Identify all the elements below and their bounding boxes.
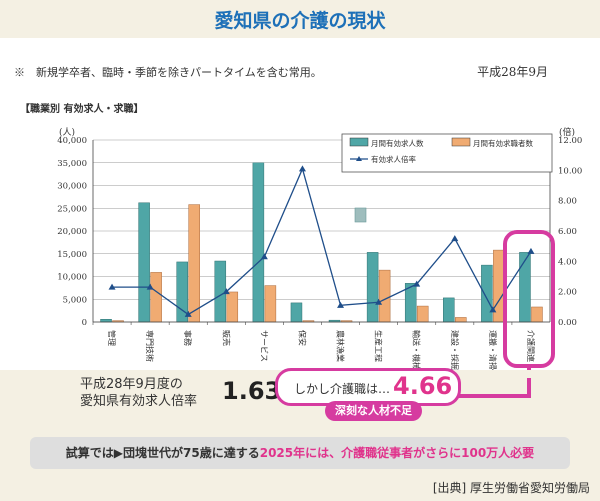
callout-prefix: しかし介護職は… [294, 382, 391, 396]
ratio-point [146, 283, 154, 290]
bar-seekers [150, 272, 162, 323]
footnote: ※ 新規学卒者、臨時・季節を除きパートタイムを含む常用。 [14, 65, 322, 79]
bar-seekers [378, 269, 391, 323]
bar-openings [481, 264, 493, 323]
y-tick-label-right: 10.00 [558, 166, 582, 176]
chart-panel: ※ 新規学卒者、臨時・季節を除きパートタイムを含む常用。 平成28年9月 【職業… [0, 38, 600, 370]
x-tick-label: 輸送・機械運転 [412, 330, 422, 370]
x-tick-label: 専門技術 [145, 330, 155, 362]
ratio-point [375, 298, 383, 305]
ratio-value: 1.63 [222, 377, 282, 405]
ratio-point [451, 235, 459, 242]
ratio-point [337, 301, 345, 308]
bottom-note-highlight: 2025年には、介護職従事者がさらに100万人必要 [259, 446, 535, 460]
x-tick-label: 保安 [297, 330, 307, 346]
y-tick-label-right: 8.00 [558, 197, 577, 207]
x-tick-label: 建設・採掘 [450, 330, 460, 370]
legend-marker-ratio [356, 156, 362, 161]
stray-marker [354, 207, 367, 223]
ratio-point [298, 165, 306, 172]
ratio-label-line1: 平成28年9月度の [80, 377, 183, 392]
y-tick-label-left: 35,000 [57, 159, 87, 169]
legend-swatch-openings [349, 137, 369, 147]
y-tick-label-left: 40,000 [57, 136, 87, 146]
ratio-point [184, 310, 192, 317]
x-tick-label: 販売 [221, 330, 231, 346]
y-tick-label-left: 20,000 [57, 227, 87, 237]
bar-openings [214, 260, 227, 323]
bar-openings [366, 252, 379, 323]
legend-label-seekers: 月間有効求職者数 [473, 138, 533, 148]
y-tick-label-right: 2.00 [558, 288, 577, 298]
page-title: 愛知県の介護の現状 [214, 10, 386, 32]
bars [100, 162, 543, 323]
legend-label-openings: 月間有効求人数 [371, 138, 424, 148]
ratio-point [260, 253, 268, 260]
legend-label-ratio: 有効求人倍率 [371, 154, 416, 164]
left-axis-unit: (人) [59, 127, 75, 138]
x-tick-label: 農林漁業 [336, 330, 346, 362]
ratio-label: 平成28年9月度の 愛知県有効求人倍率 [80, 376, 197, 410]
y-tick-label-left: 5,000 [63, 295, 87, 305]
x-tick-label: 運搬・清掃等 [488, 330, 498, 370]
y-tick-label-left: 10,000 [57, 273, 87, 283]
bar-seekers [531, 306, 543, 323]
care-callout: しかし介護職は… 4.66 [275, 368, 461, 406]
ratio-point [108, 283, 116, 290]
x-tick-label: 管理 [107, 330, 117, 346]
ratio-line [108, 165, 535, 317]
callout-connector-horizontal [458, 394, 531, 398]
y-tick-label-left: 0 [82, 318, 87, 328]
ratio-label-line2: 愛知県有効求人倍率 [80, 394, 198, 409]
bar-openings [443, 297, 455, 323]
callout-connector [527, 378, 531, 398]
bar-seekers [455, 317, 467, 323]
ratio-point [222, 288, 230, 295]
chart-title: 【職業別 有効求人・求職】 [20, 102, 143, 115]
x-tick-label: サービス [259, 330, 268, 362]
callout-value: 4.66 [393, 372, 453, 400]
date-label: 平成28年9月 [477, 65, 548, 79]
bar-seekers [416, 305, 429, 323]
x-tick-label: 介護関連 [526, 330, 536, 362]
y-tick-label-left: 30,000 [57, 182, 87, 192]
right-axis-unit: (倍) [559, 126, 575, 138]
x-tick-label: 生産工程 [374, 330, 384, 362]
ratio-point [489, 306, 497, 313]
bar-openings [100, 319, 112, 323]
bar-seekers [264, 285, 277, 323]
y-tick-label-right: 0.00 [558, 318, 577, 328]
x-tick-label: 事務 [183, 330, 193, 346]
source-credit: [出典] 厚生労働省愛知労働局 [432, 481, 590, 495]
bottom-note: 試算では▶団塊世代が75歳に達する2025年には、介護職従事者がさらに100万人… [30, 437, 570, 469]
legend-swatch-seekers [451, 137, 471, 147]
y-tick-label-right: 12.00 [558, 136, 582, 146]
ratio-point [413, 280, 421, 287]
axes: 0 5,000 10,000 15,000 20,000 25,000 30,000 35,0… [57, 136, 582, 370]
bar-openings [138, 202, 150, 323]
bottom-note-part1: 試算では▶団塊世代が75歳に達する [65, 446, 260, 460]
y-tick-label-left: 15,000 [57, 250, 87, 260]
y-tick-label-right: 4.00 [558, 257, 577, 267]
legend: 月間有効求人数 月間有効求職者数 有効求人倍率 [341, 133, 553, 173]
y-tick-label-left: 25,000 [57, 204, 87, 214]
bar-seekers [226, 291, 239, 323]
bar-seekers [188, 204, 200, 323]
bar-openings [519, 252, 531, 323]
legend-box [341, 133, 553, 173]
bar-openings [252, 162, 265, 323]
bar-openings [290, 302, 303, 323]
y-tick-label-right: 6.00 [558, 227, 577, 237]
shortage-badge: 深刻な人材不足 [325, 401, 422, 421]
ratio-point [527, 247, 535, 254]
ratio-polyline [112, 166, 532, 316]
